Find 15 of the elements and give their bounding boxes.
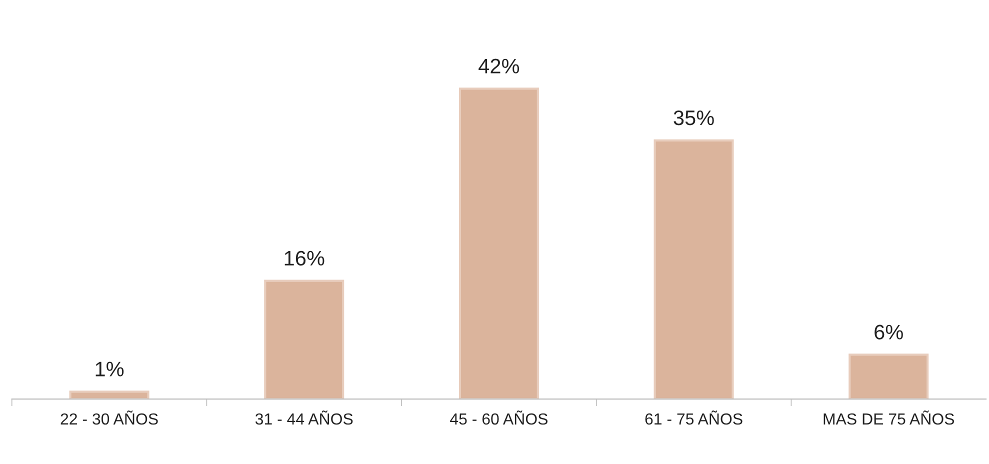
bar [264, 280, 344, 400]
data-label: 35% [674, 110, 714, 126]
x-tick-label: MAS DE 75 AÑOS [824, 410, 954, 425]
x-tick-label: 22 - 30 AÑOS [60, 410, 158, 425]
bar [848, 354, 929, 400]
data-label: 6% [874, 324, 903, 340]
x-tick-label: 31 - 44 AÑOS [255, 410, 353, 425]
bar [458, 88, 539, 400]
data-label: 16% [284, 250, 324, 266]
data-label: 1% [96, 362, 124, 376]
bar [654, 139, 734, 400]
data-label: 42% [478, 58, 520, 74]
bar [69, 390, 150, 400]
x-tick-label: 45 - 60 AÑOS [450, 410, 548, 425]
x-tick-label: 61 - 75 AÑOS [645, 410, 742, 425]
